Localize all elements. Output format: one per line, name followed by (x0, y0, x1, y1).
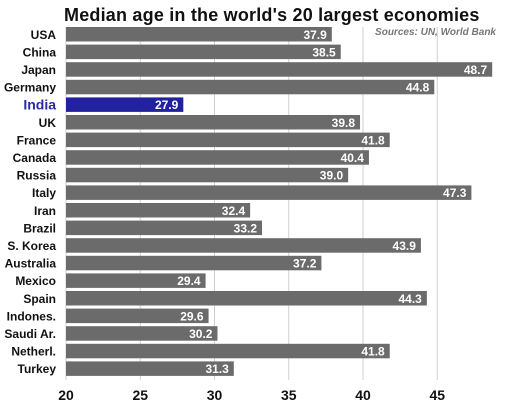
bar-mexico (66, 273, 206, 288)
bar-brazil (66, 220, 263, 236)
category-label: India (23, 97, 56, 113)
bar-usa (66, 27, 332, 42)
category-label: Brazil (23, 221, 56, 235)
category-label: UK (39, 116, 57, 130)
chart-title: Median age in the world's 20 largest eco… (64, 5, 480, 25)
bar-indones (66, 308, 209, 324)
bar-value-label: 30.2 (189, 327, 213, 341)
x-tick-label: 25 (132, 387, 148, 403)
bar-value-label: 40.4 (341, 151, 365, 165)
bar-value-label: 43.9 (393, 239, 417, 253)
x-tick-label: 45 (429, 387, 445, 403)
bar-france (66, 132, 390, 148)
bar-spain (66, 291, 427, 306)
bar-s-korea (66, 238, 421, 253)
bar-china (66, 44, 341, 60)
category-label: Indones. (7, 309, 56, 323)
bar-saudi-ar (66, 326, 218, 341)
bar-value-label: 31.3 (205, 362, 229, 376)
x-axis-tick-layer: 20 25 30 35 40 45 (58, 387, 445, 403)
category-label: Spain (23, 292, 56, 306)
bar-value-label: 41.8 (361, 133, 385, 147)
x-tick-label: 40 (355, 387, 371, 403)
bar-russia (66, 167, 349, 183)
bar-value-label: 32.4 (222, 204, 246, 218)
category-label: Italy (32, 186, 56, 200)
bar-value-label: 39.0 (320, 169, 344, 183)
category-label: Australia (5, 257, 57, 271)
bar-value-label: 48.7 (464, 63, 488, 77)
bar-value-label: 37.2 (293, 257, 317, 271)
category-label: S. Korea (7, 239, 56, 253)
bar-value-label: 27.9 (155, 98, 179, 112)
category-label: Iran (34, 204, 56, 218)
bar-australia (66, 255, 322, 271)
bar-netherl (66, 343, 390, 359)
category-label: Russia (17, 169, 57, 183)
x-tick-label: 20 (58, 387, 74, 403)
bar-canada (66, 150, 369, 165)
bar-india (66, 97, 184, 112)
category-label: USA (31, 28, 57, 42)
bar-value-label: 47.3 (443, 186, 467, 200)
bar-value-label: 29.4 (177, 274, 201, 288)
chart-source: Sources: UN, World Bank (375, 27, 496, 38)
category-label: Saudi Ar. (4, 327, 56, 341)
bar-value-label: 41.8 (361, 345, 385, 359)
bar-value-label: 29.6 (180, 309, 204, 323)
category-label: Canada (13, 151, 57, 165)
bar-turkey (66, 361, 234, 376)
bar-layer: 37.9 38.5 48.7 44.8 27.9 39.8 41.8 40.4 39.0 47.3… (66, 27, 493, 376)
category-label: China (23, 45, 57, 59)
bar-italy (66, 185, 472, 200)
x-tick-label: 35 (281, 387, 297, 403)
category-label: Turkey (18, 362, 57, 376)
bar-value-label: 38.5 (312, 45, 336, 59)
bar-value-label: 44.8 (406, 81, 430, 95)
bar-value-label: 39.8 (332, 116, 356, 130)
category-label-layer: USA China Japan Germany India UK France Canada R… (4, 28, 56, 376)
category-label: Japan (21, 63, 56, 77)
category-label: France (17, 133, 57, 147)
bar-value-label: 44.3 (398, 292, 422, 306)
bar-germany (66, 79, 435, 95)
bar-japan (66, 62, 493, 77)
bar-value-label: 37.9 (303, 28, 327, 42)
bar-value-label: 33.2 (234, 221, 258, 235)
category-label: Germany (4, 81, 56, 95)
category-label: Netherl. (11, 345, 56, 359)
bar-iran (66, 203, 251, 218)
x-tick-label: 30 (207, 387, 223, 403)
category-label: Mexico (15, 274, 56, 288)
bar-uk (66, 115, 361, 130)
